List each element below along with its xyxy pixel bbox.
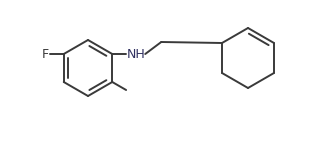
Text: F: F bbox=[42, 48, 49, 60]
Text: NH: NH bbox=[127, 48, 146, 61]
